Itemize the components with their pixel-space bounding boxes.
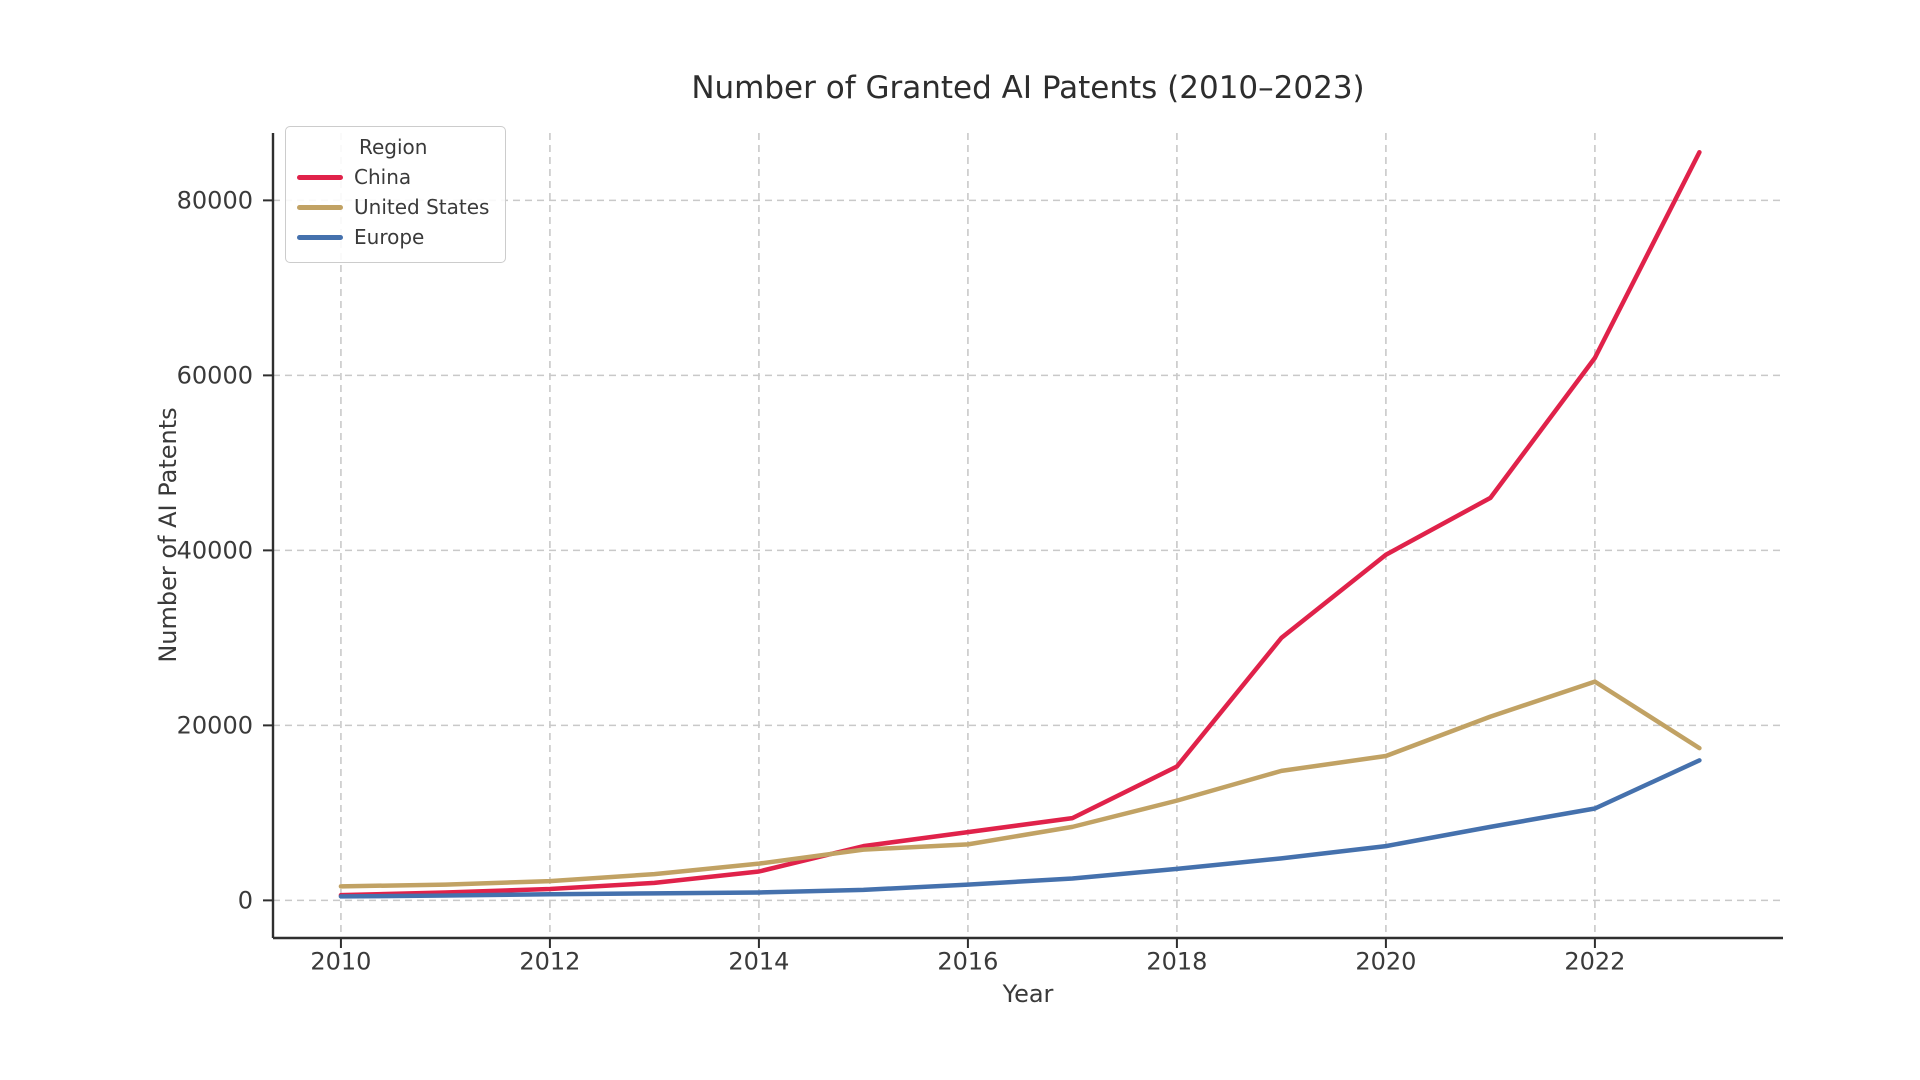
series-line-china (338, 150, 1702, 898)
legend: Region China United States Europe (285, 126, 507, 263)
china-line-swatch (297, 174, 343, 180)
series-line-united-states (338, 679, 1702, 889)
x-axis-label: Year (1002, 980, 1054, 1008)
x-tick-label: 2020 (1355, 948, 1416, 976)
legend-item-europe: Europe (297, 222, 489, 252)
gridlines (273, 133, 1783, 938)
y-axis-label: Number of AI Patents (154, 407, 182, 663)
y-tick-label: 20000 (177, 711, 253, 739)
series-line-europe (338, 758, 1702, 899)
y-axis-ticks: 0 20000 40000 60000 80000 (177, 186, 273, 914)
legend-label-china: China (354, 165, 412, 189)
united-states-line-swatch (297, 204, 343, 210)
europe-line-swatch (297, 234, 343, 240)
x-axis-ticks: 2010 2012 2014 2016 2018 2020 2022 (310, 938, 1625, 976)
axes-spines (271, 133, 1783, 940)
y-tick-label: 0 (238, 886, 253, 914)
legend-item-united-states: United States (297, 192, 489, 222)
chart-title: Number of Granted AI Patents (2010–2023) (691, 70, 1365, 106)
x-tick-label: 2010 (310, 948, 371, 976)
y-tick-label: 40000 (177, 536, 253, 564)
x-tick-label: 2012 (519, 948, 580, 976)
x-tick-label: 2022 (1564, 948, 1625, 976)
y-tick-label: 60000 (177, 361, 253, 389)
legend-title: Region (358, 135, 428, 159)
x-tick-label: 2016 (937, 948, 998, 976)
y-tick-label: 80000 (177, 186, 253, 214)
x-tick-label: 2018 (1146, 948, 1207, 976)
legend-label-united-states: United States (354, 195, 490, 219)
legend-item-china: China (297, 162, 489, 192)
legend-label-europe: Europe (354, 225, 425, 249)
x-tick-label: 2014 (728, 948, 789, 976)
